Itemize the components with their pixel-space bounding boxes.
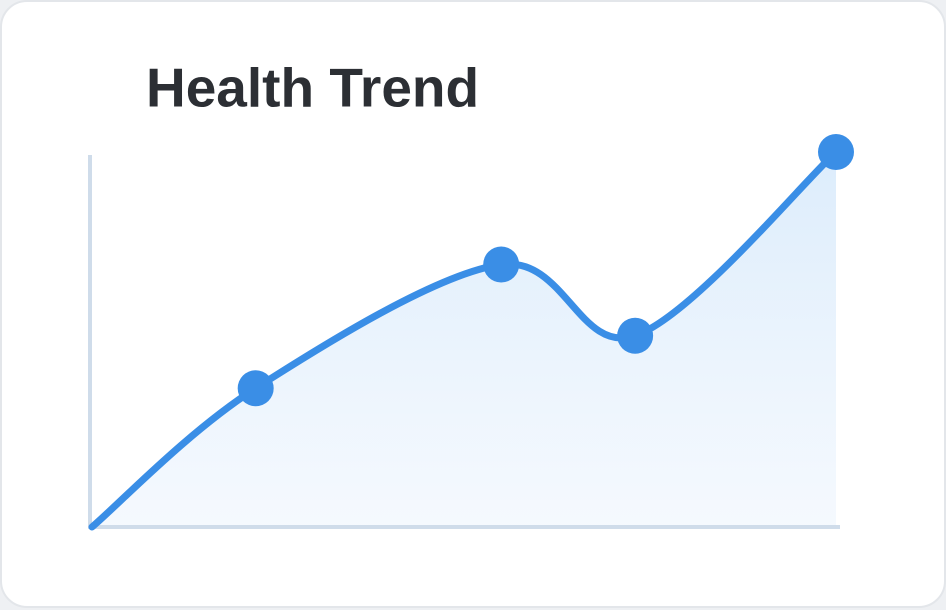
- plot: [92, 152, 836, 527]
- area: [92, 152, 836, 527]
- lines: [88, 134, 854, 531]
- chart-title: Health Trend: [146, 57, 479, 119]
- point: [617, 317, 654, 354]
- point: [483, 246, 520, 283]
- point: [237, 370, 274, 407]
- point: [818, 134, 854, 170]
